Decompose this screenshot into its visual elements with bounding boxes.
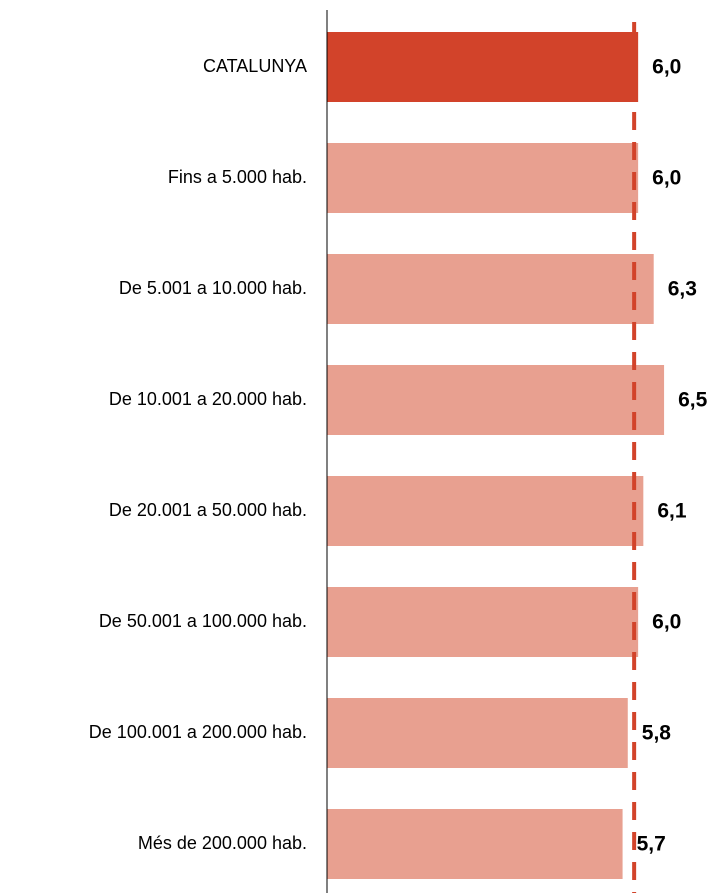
value-label: 5,7 — [637, 833, 666, 856]
bar — [327, 254, 654, 324]
value-label: 6,0 — [652, 611, 681, 634]
category-label: Fins a 5.000 hab. — [168, 167, 307, 187]
value-label: 6,0 — [652, 56, 681, 79]
value-label: 6,3 — [668, 278, 697, 301]
bar — [327, 143, 639, 213]
bar — [327, 476, 644, 546]
category-label: De 50.001 a 100.000 hab. — [99, 611, 307, 631]
bar — [327, 32, 639, 102]
value-label: 5,8 — [642, 722, 672, 745]
bar — [327, 809, 623, 879]
bar — [327, 365, 665, 435]
category-label: Més de 200.000 hab. — [138, 833, 307, 853]
bar — [327, 587, 639, 657]
value-label: 6,5 — [678, 389, 708, 412]
bar — [327, 698, 628, 768]
category-label: CATALUNYA — [203, 56, 307, 76]
category-label: De 5.001 a 10.000 hab. — [119, 278, 307, 298]
category-label: De 20.001 a 50.000 hab. — [109, 500, 307, 520]
value-label: 6,0 — [652, 167, 681, 190]
value-label: 6,1 — [657, 500, 687, 523]
category-label: De 100.001 a 200.000 hab. — [89, 722, 307, 742]
category-label: De 10.001 a 20.000 hab. — [109, 389, 307, 409]
